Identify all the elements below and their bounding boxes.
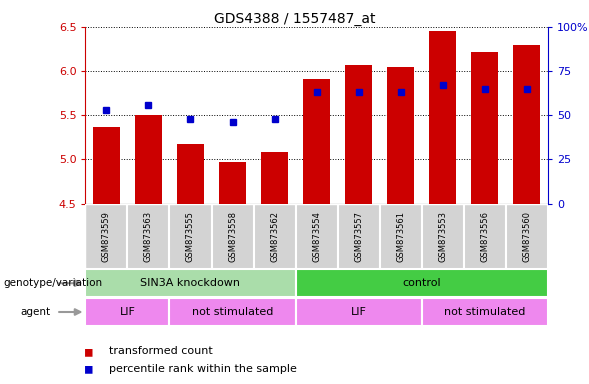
Text: genotype/variation: genotype/variation [3, 278, 102, 288]
Text: not stimulated: not stimulated [192, 307, 273, 317]
Bar [135, 115, 162, 204]
Bar [85, 270, 296, 297]
Text: ■: ■ [85, 362, 93, 375]
Text: ■: ■ [85, 345, 93, 358]
Text: GDS4388 / 1557487_at: GDS4388 / 1557487_at [214, 12, 375, 25]
Bar [170, 204, 211, 269]
Text: GSM873562: GSM873562 [270, 211, 279, 262]
Text: GSM873558: GSM873558 [228, 211, 237, 262]
Bar [387, 67, 414, 204]
Bar [92, 127, 120, 204]
Bar [513, 45, 541, 204]
Bar [471, 51, 498, 204]
Text: agent: agent [21, 307, 51, 317]
Text: transformed count: transformed count [109, 346, 213, 356]
Bar [219, 162, 246, 204]
Bar [422, 204, 464, 269]
Bar [296, 270, 548, 297]
Bar [85, 204, 127, 269]
Bar [127, 204, 170, 269]
Bar [464, 204, 506, 269]
Bar [422, 298, 548, 326]
Bar [296, 204, 337, 269]
Text: LIF: LIF [120, 307, 135, 317]
Bar [506, 204, 548, 269]
Text: not stimulated: not stimulated [444, 307, 525, 317]
Bar [177, 144, 204, 204]
Text: control: control [402, 278, 441, 288]
Bar [296, 298, 422, 326]
Bar [261, 152, 288, 204]
Text: GSM873561: GSM873561 [396, 211, 405, 262]
Text: SIN3A knockdown: SIN3A knockdown [141, 278, 240, 288]
Text: GSM873556: GSM873556 [480, 211, 489, 262]
Text: GSM873559: GSM873559 [102, 211, 111, 262]
Text: percentile rank within the sample: percentile rank within the sample [109, 364, 297, 374]
Bar [380, 204, 422, 269]
Bar [253, 204, 296, 269]
Bar [429, 31, 456, 204]
Text: GSM873563: GSM873563 [144, 210, 153, 262]
Text: GSM873555: GSM873555 [186, 211, 195, 262]
Bar [337, 204, 380, 269]
Text: LIF: LIF [350, 307, 366, 317]
Bar [211, 204, 253, 269]
Text: GSM873553: GSM873553 [438, 211, 447, 262]
Text: GSM873560: GSM873560 [522, 211, 531, 262]
Bar [85, 298, 170, 326]
Bar [345, 65, 372, 204]
Bar [303, 79, 330, 204]
Bar [170, 298, 296, 326]
Text: GSM873554: GSM873554 [312, 211, 321, 262]
Text: GSM873557: GSM873557 [354, 211, 363, 262]
